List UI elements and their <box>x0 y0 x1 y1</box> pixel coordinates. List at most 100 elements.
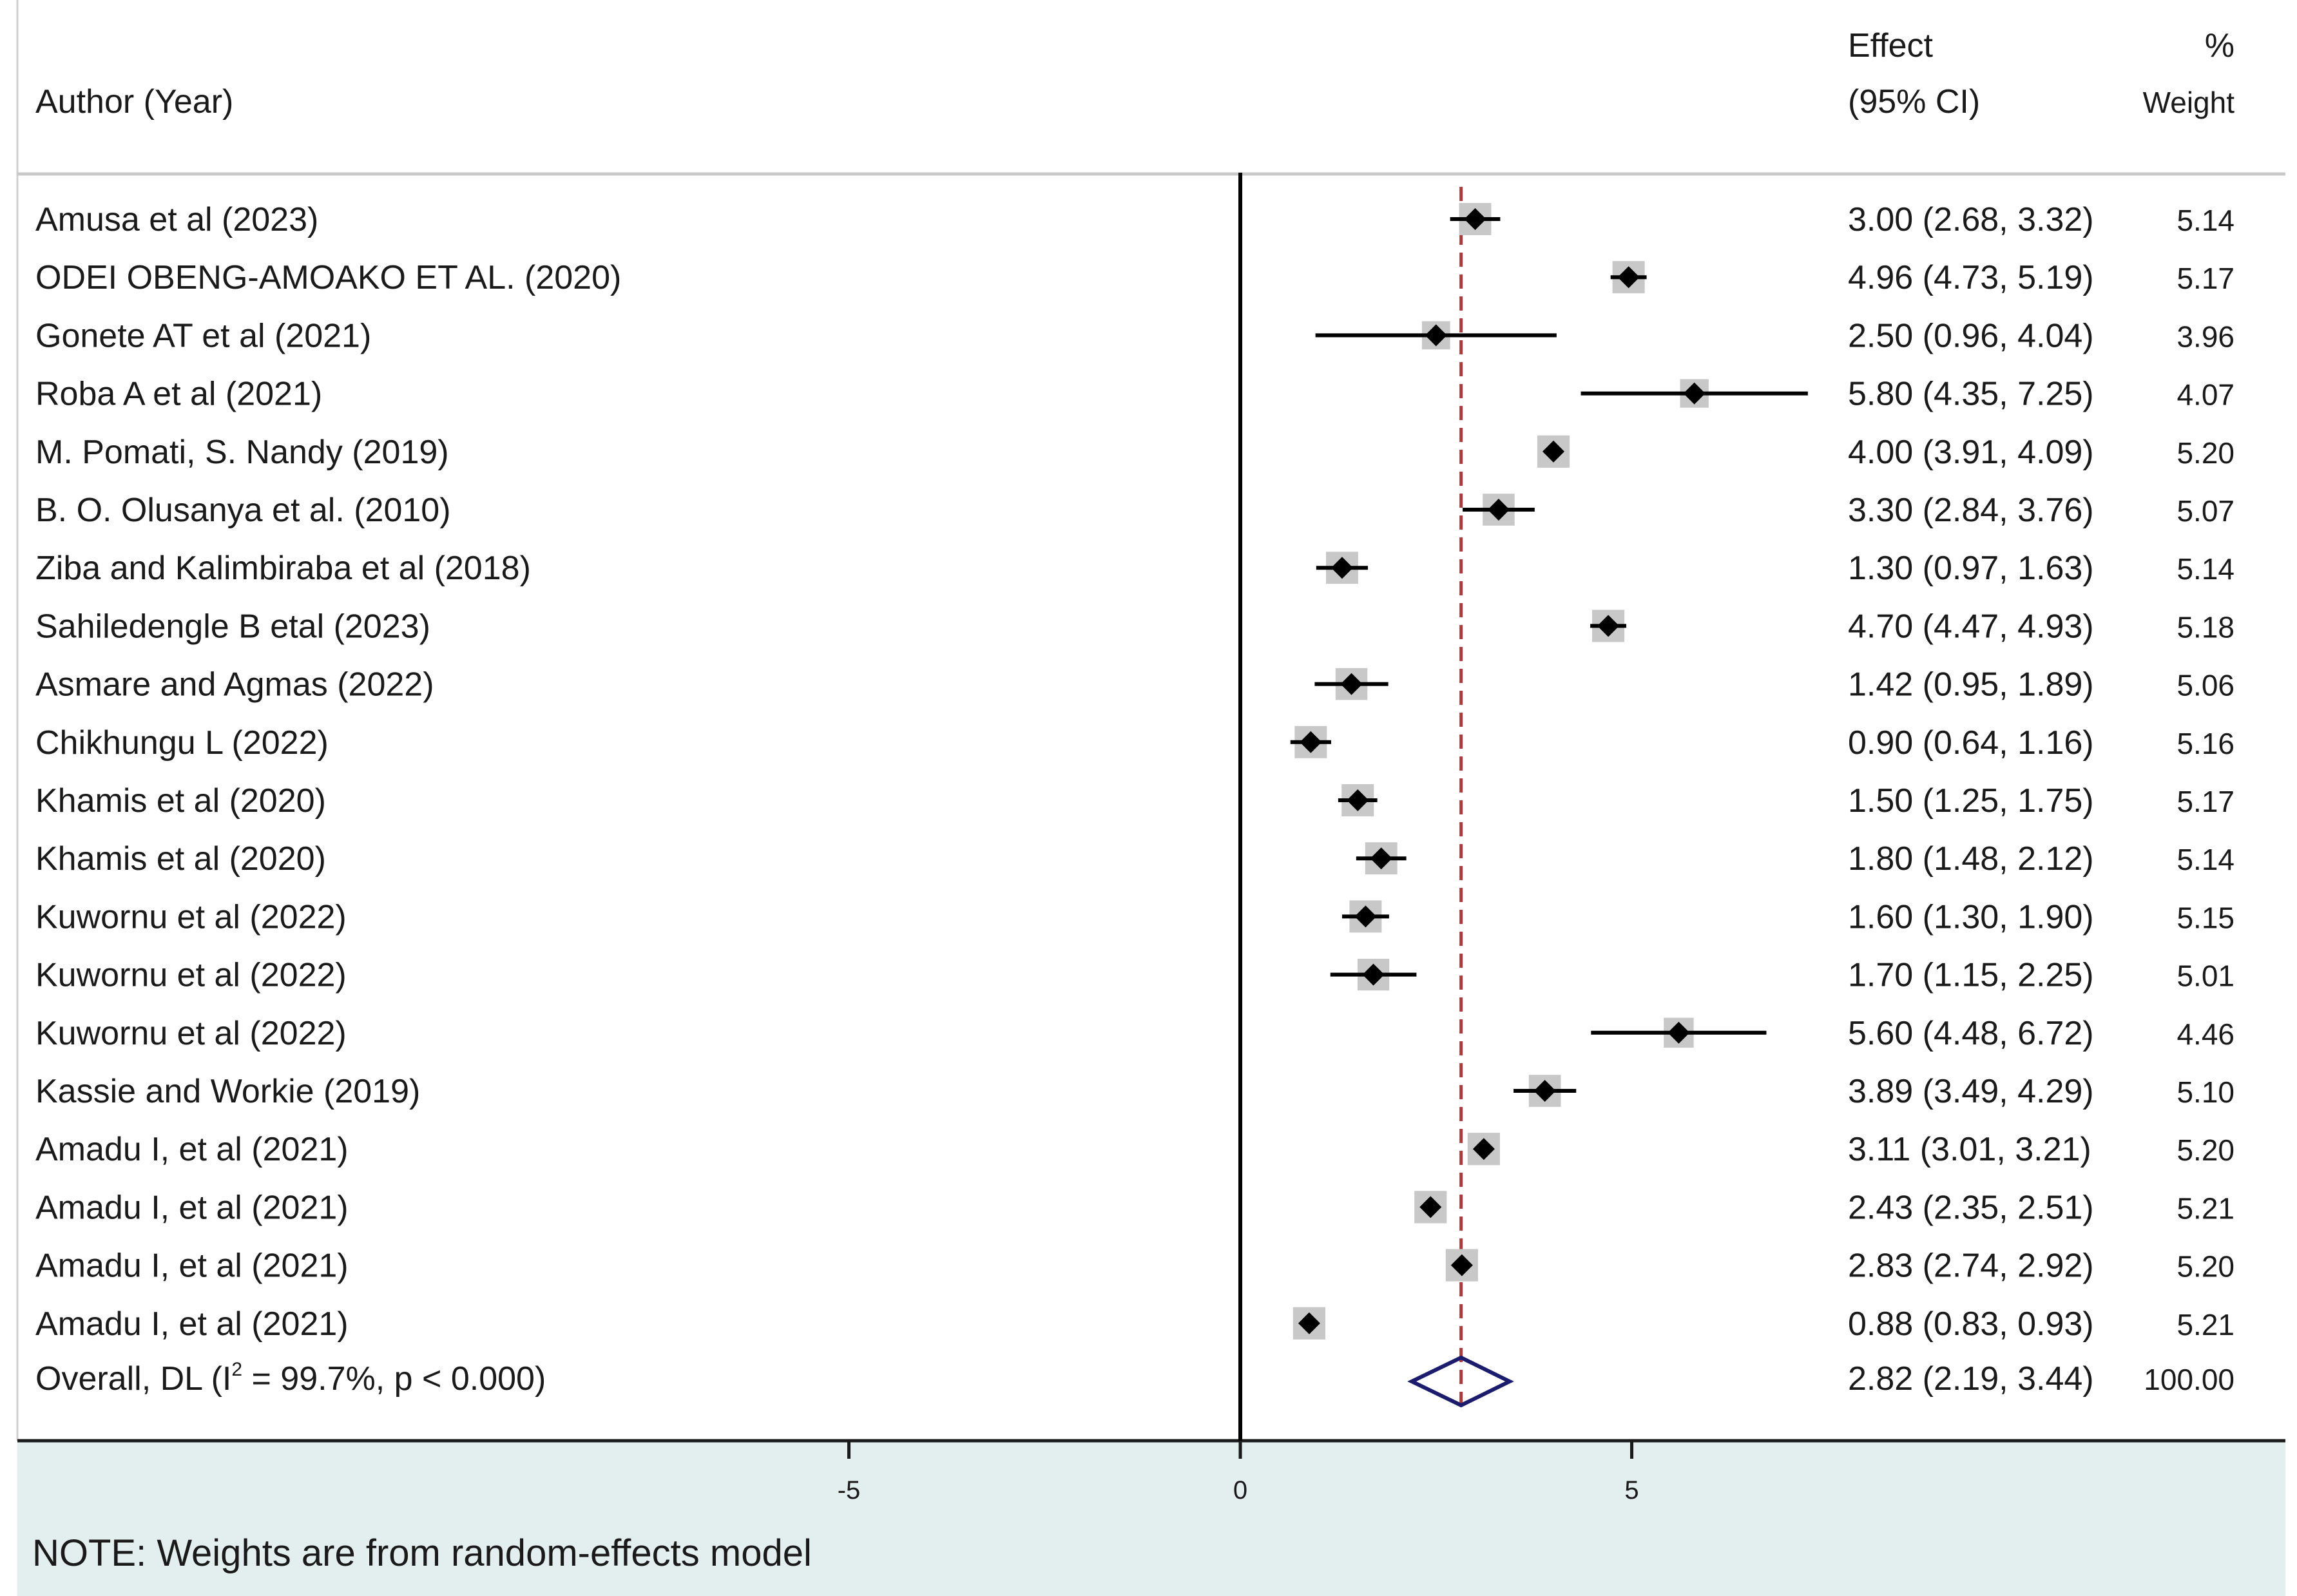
study-row: Kuwornu et al (2022) 1.70 (1.15, 2.25) 5.0… <box>35 957 2235 994</box>
study-row: ODEI OBENG-AMOAKO ET AL. (2020) 4.96 (4.7… <box>35 259 2235 296</box>
study-row: Asmare and Agmas (2022) 1.42 (0.95, 1.89)… <box>35 666 2235 704</box>
study-point-estimate <box>1370 847 1392 870</box>
study-row: Khamis et al (2020) 1.80 (1.48, 2.12) 5.14 <box>35 840 2235 878</box>
study-weight: 5.21 <box>2177 1191 2235 1225</box>
x-axis-ticks: -5 0 5 <box>838 1441 1639 1505</box>
x-tick-label: 0 <box>1233 1476 1247 1505</box>
study-point-estimate <box>1464 208 1486 230</box>
study-effect-ci: 2.50 (0.96, 4.04) <box>1848 317 2094 354</box>
study-weight: 5.14 <box>2177 204 2235 237</box>
study-label: Amadu I, et al (2021) <box>35 1189 349 1226</box>
study-point-estimate <box>1331 557 1353 579</box>
study-weight: 5.15 <box>2177 901 2235 934</box>
study-row: Amadu I, et al (2021) 2.83 (2.74, 2.92) 5.… <box>35 1247 2235 1285</box>
study-point-estimate <box>1450 1254 1473 1276</box>
study-weight: 5.18 <box>2177 610 2235 644</box>
study-label: Amadu I, et al (2021) <box>35 1131 349 1168</box>
study-effect-ci: 4.00 (3.91, 4.09) <box>1848 434 2094 471</box>
study-weight: 4.46 <box>2177 1017 2235 1051</box>
study-weight: 5.20 <box>2177 1250 2235 1284</box>
study-weight: 3.96 <box>2177 320 2235 353</box>
study-effect-ci: 5.80 (4.35, 7.25) <box>1848 376 2094 413</box>
study-point-estimate <box>1419 1196 1442 1218</box>
overall-label-suffix: = 99.7%, p < 0.000) <box>242 1360 546 1398</box>
study-weight: 5.10 <box>2177 1075 2235 1109</box>
study-effect-ci: 4.70 (4.47, 4.93) <box>1848 608 2094 645</box>
footer-band <box>17 1441 2285 1596</box>
study-effect-ci: 3.89 (3.49, 4.29) <box>1848 1073 2094 1110</box>
study-row: Amadu I, et al (2021) 0.88 (0.83, 0.93) 5.… <box>35 1305 2235 1343</box>
x-tick-label: 5 <box>1624 1476 1639 1505</box>
study-effect-ci: 3.11 (3.01, 3.21) <box>1848 1131 2091 1168</box>
study-weight: 5.06 <box>2177 669 2235 702</box>
overall-label-superscript: 2 <box>231 1359 242 1380</box>
study-effect-ci: 1.50 (1.25, 1.75) <box>1848 782 2094 820</box>
study-effect-ci: 0.90 (0.64, 1.16) <box>1848 724 2094 762</box>
study-effect-ci: 2.83 (2.74, 2.92) <box>1848 1247 2094 1285</box>
study-label: Chikhungu L (2022) <box>35 724 329 762</box>
study-point-estimate <box>1533 1080 1556 1102</box>
study-point-estimate <box>1300 731 1322 753</box>
study-point-estimate <box>1617 266 1640 289</box>
study-effect-ci: 1.42 (0.95, 1.89) <box>1848 666 2094 704</box>
study-row: Ziba and Kalimbiraba et al (2018) 1.30 (0… <box>35 550 2235 587</box>
study-row: Kuwornu et al (2022) 5.60 (4.48, 6.72) 4.4… <box>35 1015 2235 1052</box>
study-row: Amusa et al (2023) 3.00 (2.68, 3.32) 5.14 <box>35 201 2235 238</box>
study-effect-ci: 1.80 (1.48, 2.12) <box>1848 840 2094 878</box>
study-label: Roba A et al (2021) <box>35 376 322 413</box>
study-weight: 5.14 <box>2177 552 2235 586</box>
study-row: Kuwornu et al (2022) 1.60 (1.30, 1.90) 5.1… <box>35 898 2235 936</box>
study-row: M. Pomati, S. Nandy (2019) 4.00 (3.91, 4.… <box>35 434 2235 471</box>
study-label: Kuwornu et al (2022) <box>35 957 347 994</box>
study-weight: 5.14 <box>2177 843 2235 876</box>
study-effect-ci: 3.30 (2.84, 3.76) <box>1848 492 2094 529</box>
footer-note: NOTE: Weights are from random-effects mo… <box>32 1532 812 1574</box>
study-point-estimate <box>1683 382 1706 405</box>
study-effect-ci: 5.60 (4.48, 6.72) <box>1848 1015 2094 1052</box>
study-label: Kuwornu et al (2022) <box>35 1015 347 1052</box>
study-effect-ci: 1.30 (0.97, 1.63) <box>1848 550 2094 587</box>
study-point-estimate <box>1362 963 1385 986</box>
overall-label-prefix: Overall, DL (I <box>35 1360 231 1398</box>
study-weight: 5.21 <box>2177 1308 2235 1341</box>
study-label: Amadu I, et al (2021) <box>35 1305 349 1343</box>
study-label: Amusa et al (2023) <box>35 201 318 238</box>
study-label: Asmare and Agmas (2022) <box>35 666 434 704</box>
study-row: Roba A et al (2021) 5.80 (4.35, 7.25) 4.07 <box>35 376 2235 413</box>
study-effect-ci: 3.00 (2.68, 3.32) <box>1848 201 2094 238</box>
study-effect-ci: 0.88 (0.83, 0.93) <box>1848 1305 2094 1343</box>
study-point-estimate <box>1340 673 1363 695</box>
study-row: Gonete AT et al (2021) 2.50 (0.96, 4.04) 3… <box>35 317 2235 354</box>
study-label: Ziba and Kalimbiraba et al (2018) <box>35 550 531 587</box>
study-weight: 5.17 <box>2177 262 2235 295</box>
study-effect-ci: 4.96 (4.73, 5.19) <box>1848 259 2094 296</box>
study-weight: 5.16 <box>2177 727 2235 760</box>
study-point-estimate <box>1425 324 1447 347</box>
overall-row: Overall, DL (I2 = 99.7%, p < 0.000) 2.82… <box>35 1355 2235 1408</box>
study-point-estimate <box>1487 499 1510 521</box>
effect-column-header: Effect <box>1848 27 1934 64</box>
study-row: Chikhungu L (2022) 0.90 (0.64, 1.16) 5.16 <box>35 724 2235 762</box>
study-row: Khamis et al (2020) 1.50 (1.25, 1.75) 5.17 <box>35 782 2235 820</box>
overall-weight: 100.00 <box>2144 1363 2235 1396</box>
study-effect-ci: 1.60 (1.30, 1.90) <box>1848 898 2094 936</box>
study-label: Khamis et al (2020) <box>35 840 326 878</box>
x-tick-label: -5 <box>838 1476 861 1505</box>
study-weight: 5.07 <box>2177 494 2235 528</box>
study-point-estimate <box>1354 905 1377 928</box>
study-label: B. O. Olusanya et al. (2010) <box>35 492 451 529</box>
study-point-estimate <box>1667 1021 1690 1044</box>
percent-column-header: % <box>2205 27 2235 64</box>
overall-label: Overall, DL (I2 = 99.7%, p < 0.000) <box>35 1359 546 1398</box>
study-label: M. Pomati, S. Nandy (2019) <box>35 434 449 471</box>
study-row: Kassie and Workie (2019) 3.89 (3.49, 4.29… <box>35 1073 2235 1110</box>
study-weight: 5.20 <box>2177 1133 2235 1167</box>
study-row: Sahiledengle B etal (2023) 4.70 (4.47, 4.… <box>35 608 2235 645</box>
overall-effect-ci: 2.82 (2.19, 3.44) <box>1848 1360 2094 1398</box>
study-label: Kuwornu et al (2022) <box>35 898 347 936</box>
study-label: Khamis et al (2020) <box>35 782 326 820</box>
study-row: Amadu I, et al (2021) 3.11 (3.01, 3.21) 5.… <box>35 1131 2235 1168</box>
weight-column-header: Weight <box>2143 86 2235 119</box>
